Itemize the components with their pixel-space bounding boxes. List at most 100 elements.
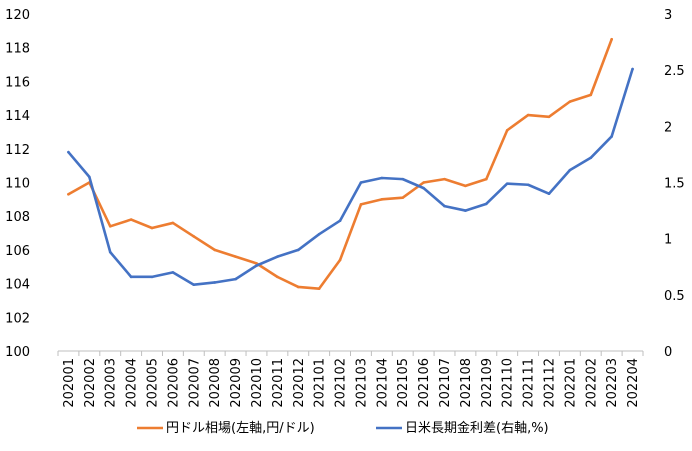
data-point [401, 177, 405, 181]
data-point [255, 264, 258, 267]
data-point [192, 283, 196, 287]
data-point [526, 113, 530, 117]
x-tick-label: 202201 [563, 358, 578, 408]
x-tick-label: 202005 [146, 358, 161, 408]
data-point [359, 181, 363, 184]
x-tick-label: 202009 [229, 358, 244, 408]
data-point [129, 218, 133, 221]
series-layer [67, 37, 634, 290]
data-point [443, 177, 446, 181]
x-tick-label: 202002 [83, 358, 98, 408]
left-y-tick-label: 120 [5, 8, 30, 23]
x-tick-label: 202107 [438, 358, 453, 408]
left-y-tick-label: 108 [5, 210, 30, 225]
x-tick-label: 202105 [396, 358, 411, 408]
left-y-tick-label: 110 [5, 177, 30, 192]
legend: 円ドル相場(左軸,円/ドル) 日米長期金利差(右軸,%) [137, 420, 549, 436]
x-tick-label: 202104 [375, 358, 390, 408]
data-point [610, 37, 613, 41]
data-point [526, 183, 530, 187]
data-point [338, 258, 342, 262]
x-tick-label: 202012 [292, 358, 307, 408]
data-point [380, 198, 384, 201]
data-point [296, 248, 300, 252]
data-point [67, 192, 70, 196]
data-point [422, 181, 425, 184]
x-tick-label: 202008 [208, 358, 223, 408]
data-point [631, 67, 634, 71]
right-y-tick-label: 2.5 [664, 64, 685, 79]
x-tick-label: 202110 [501, 358, 516, 408]
right-y-tick-label: 2 [664, 120, 672, 135]
left-y-tick-label: 104 [5, 278, 30, 293]
left-y-tick-label: 118 [5, 42, 30, 57]
right-y-axis: 0 0.5 1 1.5 2 2.5 3 [664, 8, 685, 360]
data-point [547, 192, 551, 196]
data-point [67, 150, 70, 154]
x-tick-label: 202106 [417, 358, 432, 408]
legend-label: 円ドル相場(左軸,円/ドル) [166, 421, 315, 436]
data-point [568, 168, 572, 172]
x-axis: 202001 202002 202003 202004 202005 202006 2020… [57, 350, 644, 408]
right-y-tick-label: 0.5 [664, 289, 685, 304]
data-point [359, 203, 363, 206]
series-line-usd-jpy [67, 37, 613, 290]
right-y-tick-label: 3 [664, 8, 672, 23]
data-point [589, 93, 593, 97]
data-point [485, 202, 488, 206]
data-point [380, 176, 384, 180]
data-point [485, 177, 488, 181]
data-point [401, 196, 405, 199]
data-point [317, 287, 321, 290]
x-tick-label: 202108 [459, 358, 474, 408]
left-y-tick-label: 102 [5, 311, 30, 326]
data-point [234, 255, 237, 258]
data-point [505, 128, 509, 132]
data-point [276, 275, 279, 279]
x-tick-label: 202003 [104, 358, 119, 408]
x-tick-label: 202007 [187, 358, 202, 408]
x-tick-label: 202112 [542, 358, 557, 408]
data-point [88, 175, 91, 179]
x-tick-label: 202103 [354, 358, 369, 408]
data-point [505, 182, 509, 185]
x-tick-label: 202102 [334, 358, 349, 408]
x-tick-label: 202203 [605, 358, 620, 408]
data-point [443, 204, 446, 208]
data-point [296, 285, 300, 289]
left-y-tick-label: 116 [5, 75, 30, 90]
left-y-tick-label: 112 [5, 143, 30, 158]
data-point [213, 281, 216, 284]
data-point [589, 156, 593, 160]
left-y-tick-label: 106 [5, 244, 30, 259]
right-y-tick-label: 1.5 [664, 177, 685, 192]
data-point [276, 255, 279, 258]
x-tick-label: 202202 [584, 358, 599, 408]
data-point [108, 250, 112, 254]
x-tick-label: 202011 [271, 358, 286, 408]
data-point [338, 219, 342, 222]
data-point [317, 232, 321, 236]
x-tick-label: 202006 [166, 358, 181, 408]
x-tick-label: 202001 [62, 358, 77, 408]
data-point [464, 184, 467, 188]
x-tick-label: 202109 [480, 358, 495, 408]
series-line-rate-differential [67, 67, 634, 287]
left-y-axis: 100 102 104 106 108 110 112 114 116 118 120 [5, 8, 30, 360]
right-y-tick-label: 1 [664, 233, 672, 248]
data-point [213, 248, 216, 252]
data-point [129, 275, 133, 279]
data-point [610, 135, 613, 138]
data-point [171, 271, 175, 274]
data-point [171, 221, 175, 225]
data-point [234, 277, 237, 281]
x-tick-label: 202004 [125, 358, 140, 408]
x-tick-label: 202010 [250, 358, 265, 408]
data-point [192, 235, 196, 238]
data-point [568, 100, 572, 103]
left-y-tick-label: 114 [5, 109, 30, 124]
data-point [422, 186, 425, 190]
x-tick-label: 202204 [626, 358, 641, 408]
